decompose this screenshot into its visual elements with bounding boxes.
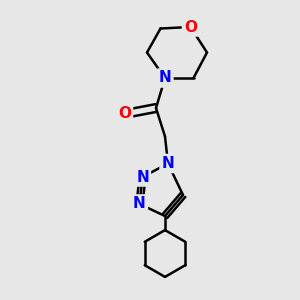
Text: N: N — [136, 169, 149, 184]
Text: O: O — [184, 20, 197, 34]
Text: N: N — [162, 156, 174, 171]
Text: N: N — [159, 70, 171, 86]
Text: O: O — [118, 106, 131, 122]
Text: N: N — [133, 196, 146, 211]
